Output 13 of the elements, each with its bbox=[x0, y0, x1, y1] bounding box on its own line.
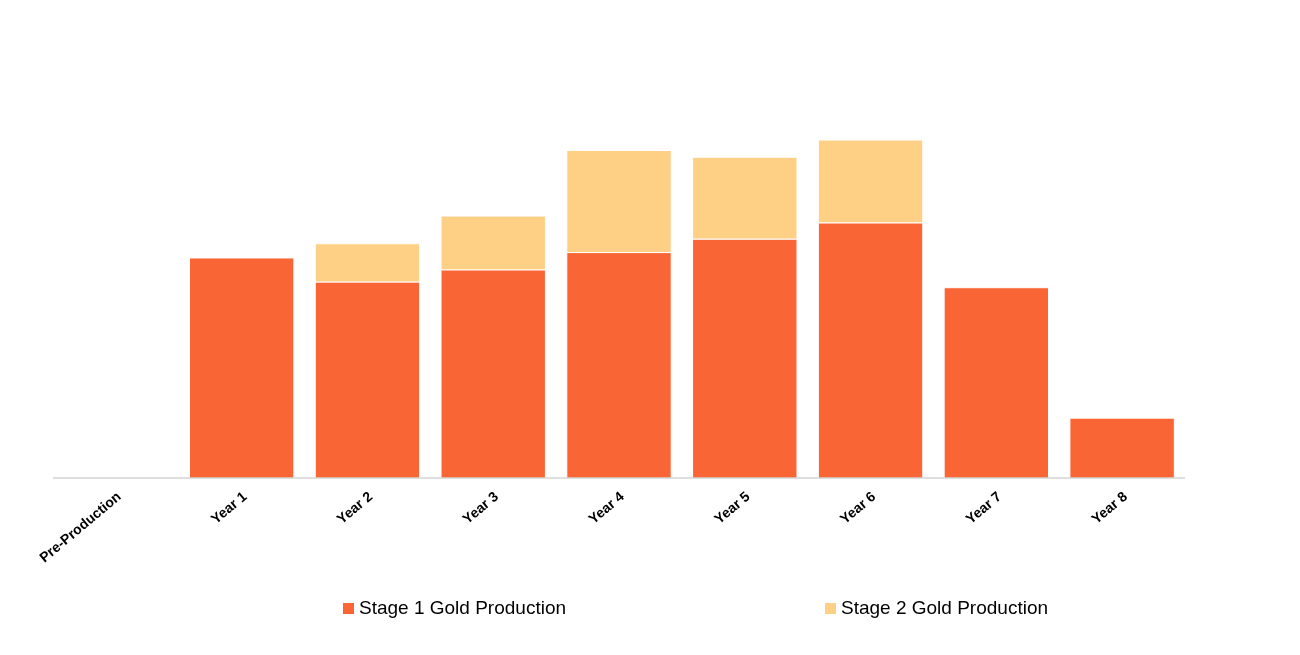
x-tick-label: Year 5 bbox=[710, 487, 753, 527]
x-tick-label: Year 4 bbox=[585, 487, 628, 527]
x-tick-label: Year 3 bbox=[459, 487, 502, 527]
legend-label: Stage 2 Gold Production bbox=[841, 597, 1049, 618]
bar bbox=[188, 257, 295, 479]
bar bbox=[1069, 417, 1175, 479]
x-tick-label: Year 7 bbox=[962, 487, 1005, 527]
x-tick-label: Year 1 bbox=[207, 487, 250, 527]
x-tick-label: Year 8 bbox=[1088, 487, 1131, 527]
bar bbox=[943, 287, 1050, 479]
x-tick-label: Year 6 bbox=[836, 487, 879, 527]
x-tick-label: Year 2 bbox=[333, 487, 376, 527]
legend-label: Stage 1 Gold Production bbox=[359, 597, 567, 618]
